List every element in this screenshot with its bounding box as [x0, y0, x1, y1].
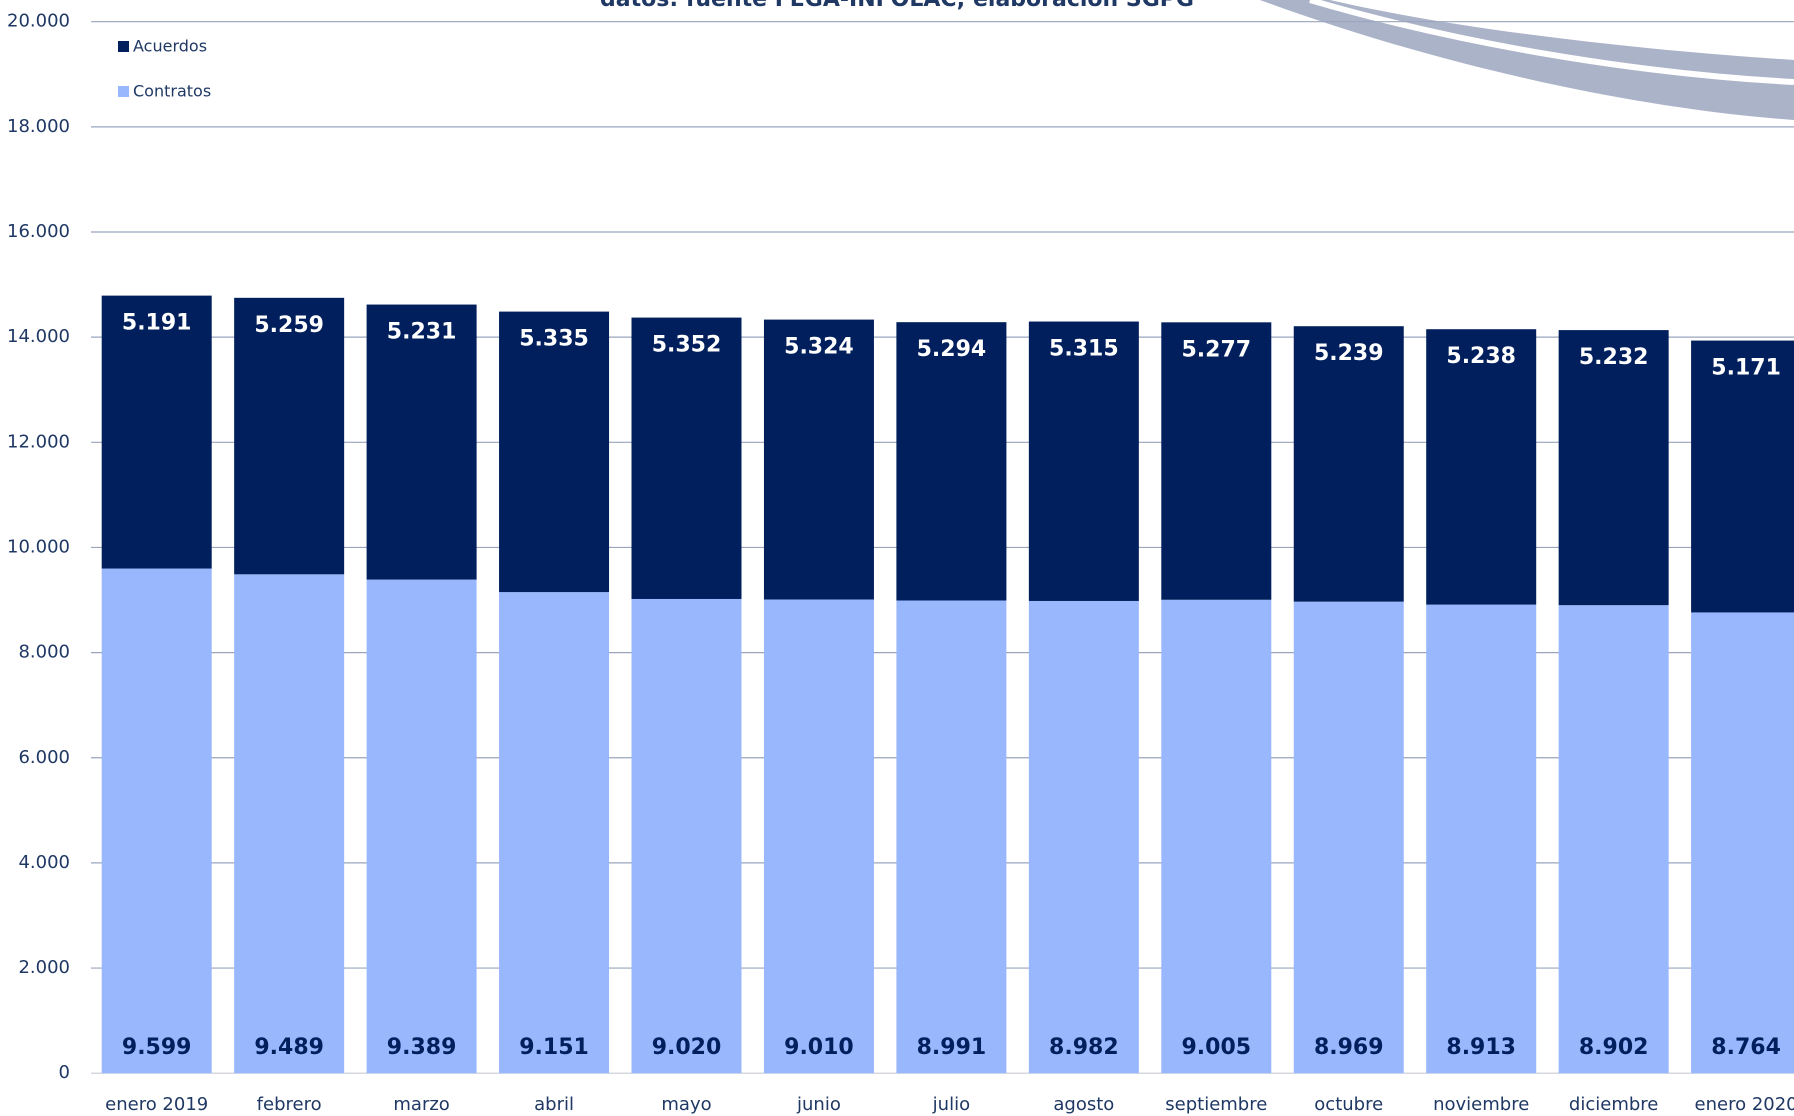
data-label: 5.315 — [1049, 337, 1119, 362]
x-tick-label: enero 2020 — [1695, 1094, 1794, 1115]
bar-segment — [1029, 601, 1139, 1073]
decoration — [1260, 0, 1794, 120]
data-label: 5.335 — [519, 327, 589, 352]
bar-segment — [1294, 602, 1404, 1074]
legend-label: Acuerdos — [133, 37, 207, 56]
data-label: 9.005 — [1182, 1035, 1252, 1060]
data-label: 5.294 — [917, 337, 987, 362]
chart-title: datos: fuente FEGA-INFOLAC; elaboración … — [600, 0, 1194, 12]
bar-segment — [896, 600, 1006, 1073]
bar-segment — [1426, 329, 1536, 604]
bar-segment — [1294, 326, 1404, 601]
legend-swatch — [118, 86, 129, 97]
x-tick-label: octubre — [1314, 1094, 1383, 1115]
bar-segment — [1426, 605, 1536, 1074]
x-tick-label: julio — [932, 1094, 970, 1115]
data-label: 9.010 — [784, 1035, 854, 1060]
data-label: 8.913 — [1446, 1035, 1516, 1060]
data-label: 5.191 — [122, 311, 192, 336]
data-label: 5.324 — [784, 335, 854, 360]
data-label: 8.902 — [1579, 1035, 1649, 1060]
x-tick-label: junio — [796, 1094, 841, 1115]
bar-segment — [1559, 605, 1669, 1073]
bar-segment — [764, 320, 874, 600]
y-tick-label: 20.000 — [7, 11, 70, 32]
data-label: 8.969 — [1314, 1035, 1384, 1060]
bar-segment — [367, 305, 477, 580]
bar-segment — [234, 574, 344, 1073]
data-label: 5.231 — [387, 320, 457, 345]
data-label: 5.277 — [1182, 337, 1252, 362]
data-label: 5.352 — [652, 333, 722, 358]
x-tick-label: enero 2019 — [105, 1094, 208, 1115]
data-label: 8.982 — [1049, 1035, 1119, 1060]
bar-segment — [234, 298, 344, 574]
bar-segment — [1161, 322, 1271, 599]
bar-segment — [102, 296, 212, 569]
data-label: 5.238 — [1446, 344, 1516, 369]
data-label: 5.259 — [254, 313, 324, 338]
legend-swatch — [118, 41, 129, 52]
data-label: 5.239 — [1314, 341, 1384, 366]
y-tick-label: 10.000 — [7, 536, 70, 557]
legend-label: Contratos — [133, 82, 211, 101]
x-tick-label: diciembre — [1569, 1094, 1658, 1115]
x-tick-label: febrero — [257, 1094, 322, 1115]
data-label: 8.991 — [917, 1035, 987, 1060]
bar-segment — [896, 322, 1006, 600]
x-tick-label: noviembre — [1433, 1094, 1529, 1115]
data-label: 5.232 — [1579, 345, 1649, 370]
bar-segment — [1161, 600, 1271, 1073]
bar-segment — [1559, 330, 1669, 605]
data-label: 9.489 — [254, 1035, 324, 1060]
chart: datos: fuente FEGA-INFOLAC; elaboración … — [0, 0, 1794, 1116]
y-tick-label: 18.000 — [7, 116, 70, 137]
y-tick-label: 4.000 — [18, 852, 70, 873]
x-tick-label: septiembre — [1165, 1094, 1267, 1115]
y-tick-label: 8.000 — [18, 642, 70, 663]
y-tick-label: 16.000 — [7, 221, 70, 242]
data-label: 8.764 — [1711, 1035, 1781, 1060]
y-tick-label: 0 — [59, 1062, 70, 1083]
data-label: 9.151 — [519, 1035, 589, 1060]
data-label: 9.599 — [122, 1035, 192, 1060]
bar-segment — [632, 599, 742, 1073]
x-tick-label: mayo — [661, 1094, 711, 1115]
x-tick-label: agosto — [1053, 1094, 1114, 1115]
bar-segment — [367, 580, 477, 1074]
bar-segment — [1691, 341, 1794, 613]
y-tick-label: 6.000 — [18, 747, 70, 768]
y-tick-label: 14.000 — [7, 326, 70, 347]
bar-segment — [764, 599, 874, 1073]
x-tick-label: abril — [534, 1094, 574, 1115]
bar-segment — [632, 318, 742, 599]
bar-segment — [1691, 612, 1794, 1073]
y-tick-label: 2.000 — [18, 957, 70, 978]
bar-segment — [499, 592, 609, 1073]
bar-segment — [102, 569, 212, 1074]
bar-segment — [1029, 322, 1139, 601]
data-label: 9.389 — [387, 1035, 457, 1060]
data-label: 5.171 — [1711, 356, 1781, 381]
bar-segment — [499, 312, 609, 592]
x-tick-label: marzo — [393, 1094, 449, 1115]
y-tick-label: 12.000 — [7, 431, 70, 452]
data-label: 9.020 — [652, 1035, 722, 1060]
